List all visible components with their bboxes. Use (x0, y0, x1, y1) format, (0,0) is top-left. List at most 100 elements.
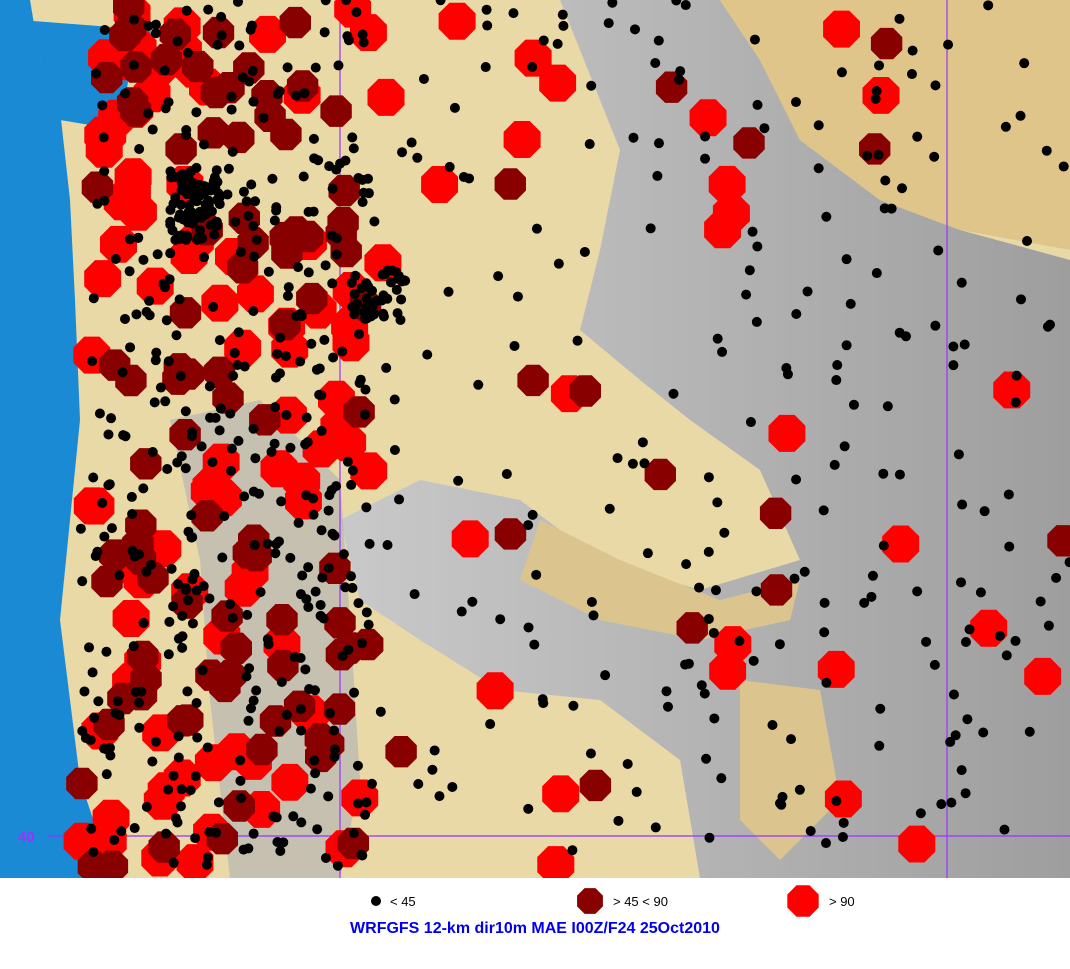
station-marker-small (361, 293, 372, 304)
station-marker-medium (296, 282, 328, 315)
station-marker-large (514, 39, 552, 77)
station-marker-small (366, 311, 377, 322)
station-marker-small (289, 652, 300, 663)
station-marker-small (979, 506, 990, 517)
station-marker-medium (251, 80, 283, 112)
station-marker-small (226, 104, 237, 115)
station-marker-small (172, 579, 183, 590)
station-marker-small (327, 183, 338, 194)
station-marker-small (509, 340, 520, 351)
station-marker-medium (107, 682, 139, 715)
station-marker-small (357, 850, 368, 861)
station-marker-small (305, 783, 316, 794)
station-marker-small (271, 539, 282, 550)
black-dot-icon (371, 896, 381, 906)
station-marker-small (166, 563, 177, 574)
station-marker-small (192, 732, 203, 743)
station-marker-small (612, 453, 623, 464)
station-marker-small (129, 823, 140, 834)
station-marker-small (88, 847, 99, 858)
station-marker-small (529, 639, 540, 650)
station-marker-medium (870, 27, 903, 60)
station-marker-small (348, 828, 359, 839)
station-marker-small (155, 382, 166, 393)
station-marker-small (214, 335, 225, 346)
station-marker-small (125, 342, 136, 353)
station-marker-small (150, 28, 161, 39)
station-marker-small (168, 770, 179, 781)
station-marker-small (894, 327, 905, 338)
station-marker-small (99, 531, 110, 542)
station-marker-small (356, 638, 367, 649)
station-marker-small (696, 680, 707, 691)
station-marker-small (351, 7, 362, 18)
station-marker-small (272, 89, 283, 100)
station-marker-small (734, 635, 745, 646)
station-marker-small (185, 166, 196, 177)
station-marker-small (332, 860, 343, 871)
station-marker-small (303, 267, 314, 278)
station-marker-small (248, 695, 259, 706)
station-marker-small (930, 80, 941, 91)
station-marker-medium (644, 458, 676, 491)
station-marker-small (182, 686, 193, 697)
station-marker-small (367, 285, 378, 296)
station-marker-small (552, 38, 563, 49)
station-marker-small (281, 409, 292, 420)
station-marker-small (346, 479, 357, 490)
station-marker-small (751, 316, 762, 327)
station-marker-small (680, 0, 691, 11)
station-marker-small (1003, 489, 1014, 500)
station-marker-small (101, 646, 112, 657)
station-marker-small (453, 475, 464, 486)
station-marker-medium (130, 663, 162, 695)
station-marker-small (173, 633, 184, 644)
station-marker-small (832, 360, 843, 371)
station-marker-small (191, 585, 202, 596)
station-marker-small (341, 0, 352, 6)
station-markers (63, 0, 1070, 878)
station-marker-small (493, 271, 504, 282)
station-marker-small (323, 562, 334, 573)
station-marker-small (751, 586, 762, 597)
station-marker-small (791, 309, 802, 320)
station-marker-small (232, 0, 243, 7)
station-marker-small (283, 282, 294, 293)
station-marker-small (567, 845, 578, 856)
station-marker-small (537, 694, 548, 705)
station-marker-medium (320, 95, 352, 127)
station-marker-small (143, 20, 154, 31)
station-marker-small (930, 320, 941, 331)
station-marker-small (187, 532, 198, 543)
station-marker-medium (324, 607, 356, 639)
station-marker-small (173, 731, 184, 742)
station-marker-small (276, 676, 287, 687)
station-marker-small (278, 837, 289, 848)
station-marker-small (653, 35, 664, 46)
station-marker-small (266, 446, 277, 457)
station-marker-small (716, 773, 727, 784)
latitude-label: 40 (18, 829, 35, 846)
station-marker-small (829, 459, 840, 470)
station-marker-small (227, 146, 238, 157)
station-marker-small (312, 824, 323, 835)
station-marker-small (275, 845, 286, 856)
station-marker-small (213, 797, 224, 808)
station-marker-small (527, 62, 538, 73)
station-marker-small (144, 310, 155, 321)
station-marker-small (276, 496, 287, 507)
station-marker-medium (96, 850, 129, 878)
station-marker-small (296, 310, 307, 321)
station-marker-small (538, 35, 549, 46)
station-marker-small (248, 96, 259, 107)
station-marker-small (106, 413, 117, 424)
station-marker-small (190, 833, 201, 844)
station-marker-small (185, 785, 196, 796)
station-marker-small (975, 587, 986, 598)
station-marker-small (531, 569, 542, 580)
station-marker-small (361, 502, 372, 513)
station-marker-small (579, 246, 590, 257)
station-marker-small (774, 639, 785, 650)
station-marker-small (175, 370, 186, 381)
station-marker-small (427, 764, 438, 775)
